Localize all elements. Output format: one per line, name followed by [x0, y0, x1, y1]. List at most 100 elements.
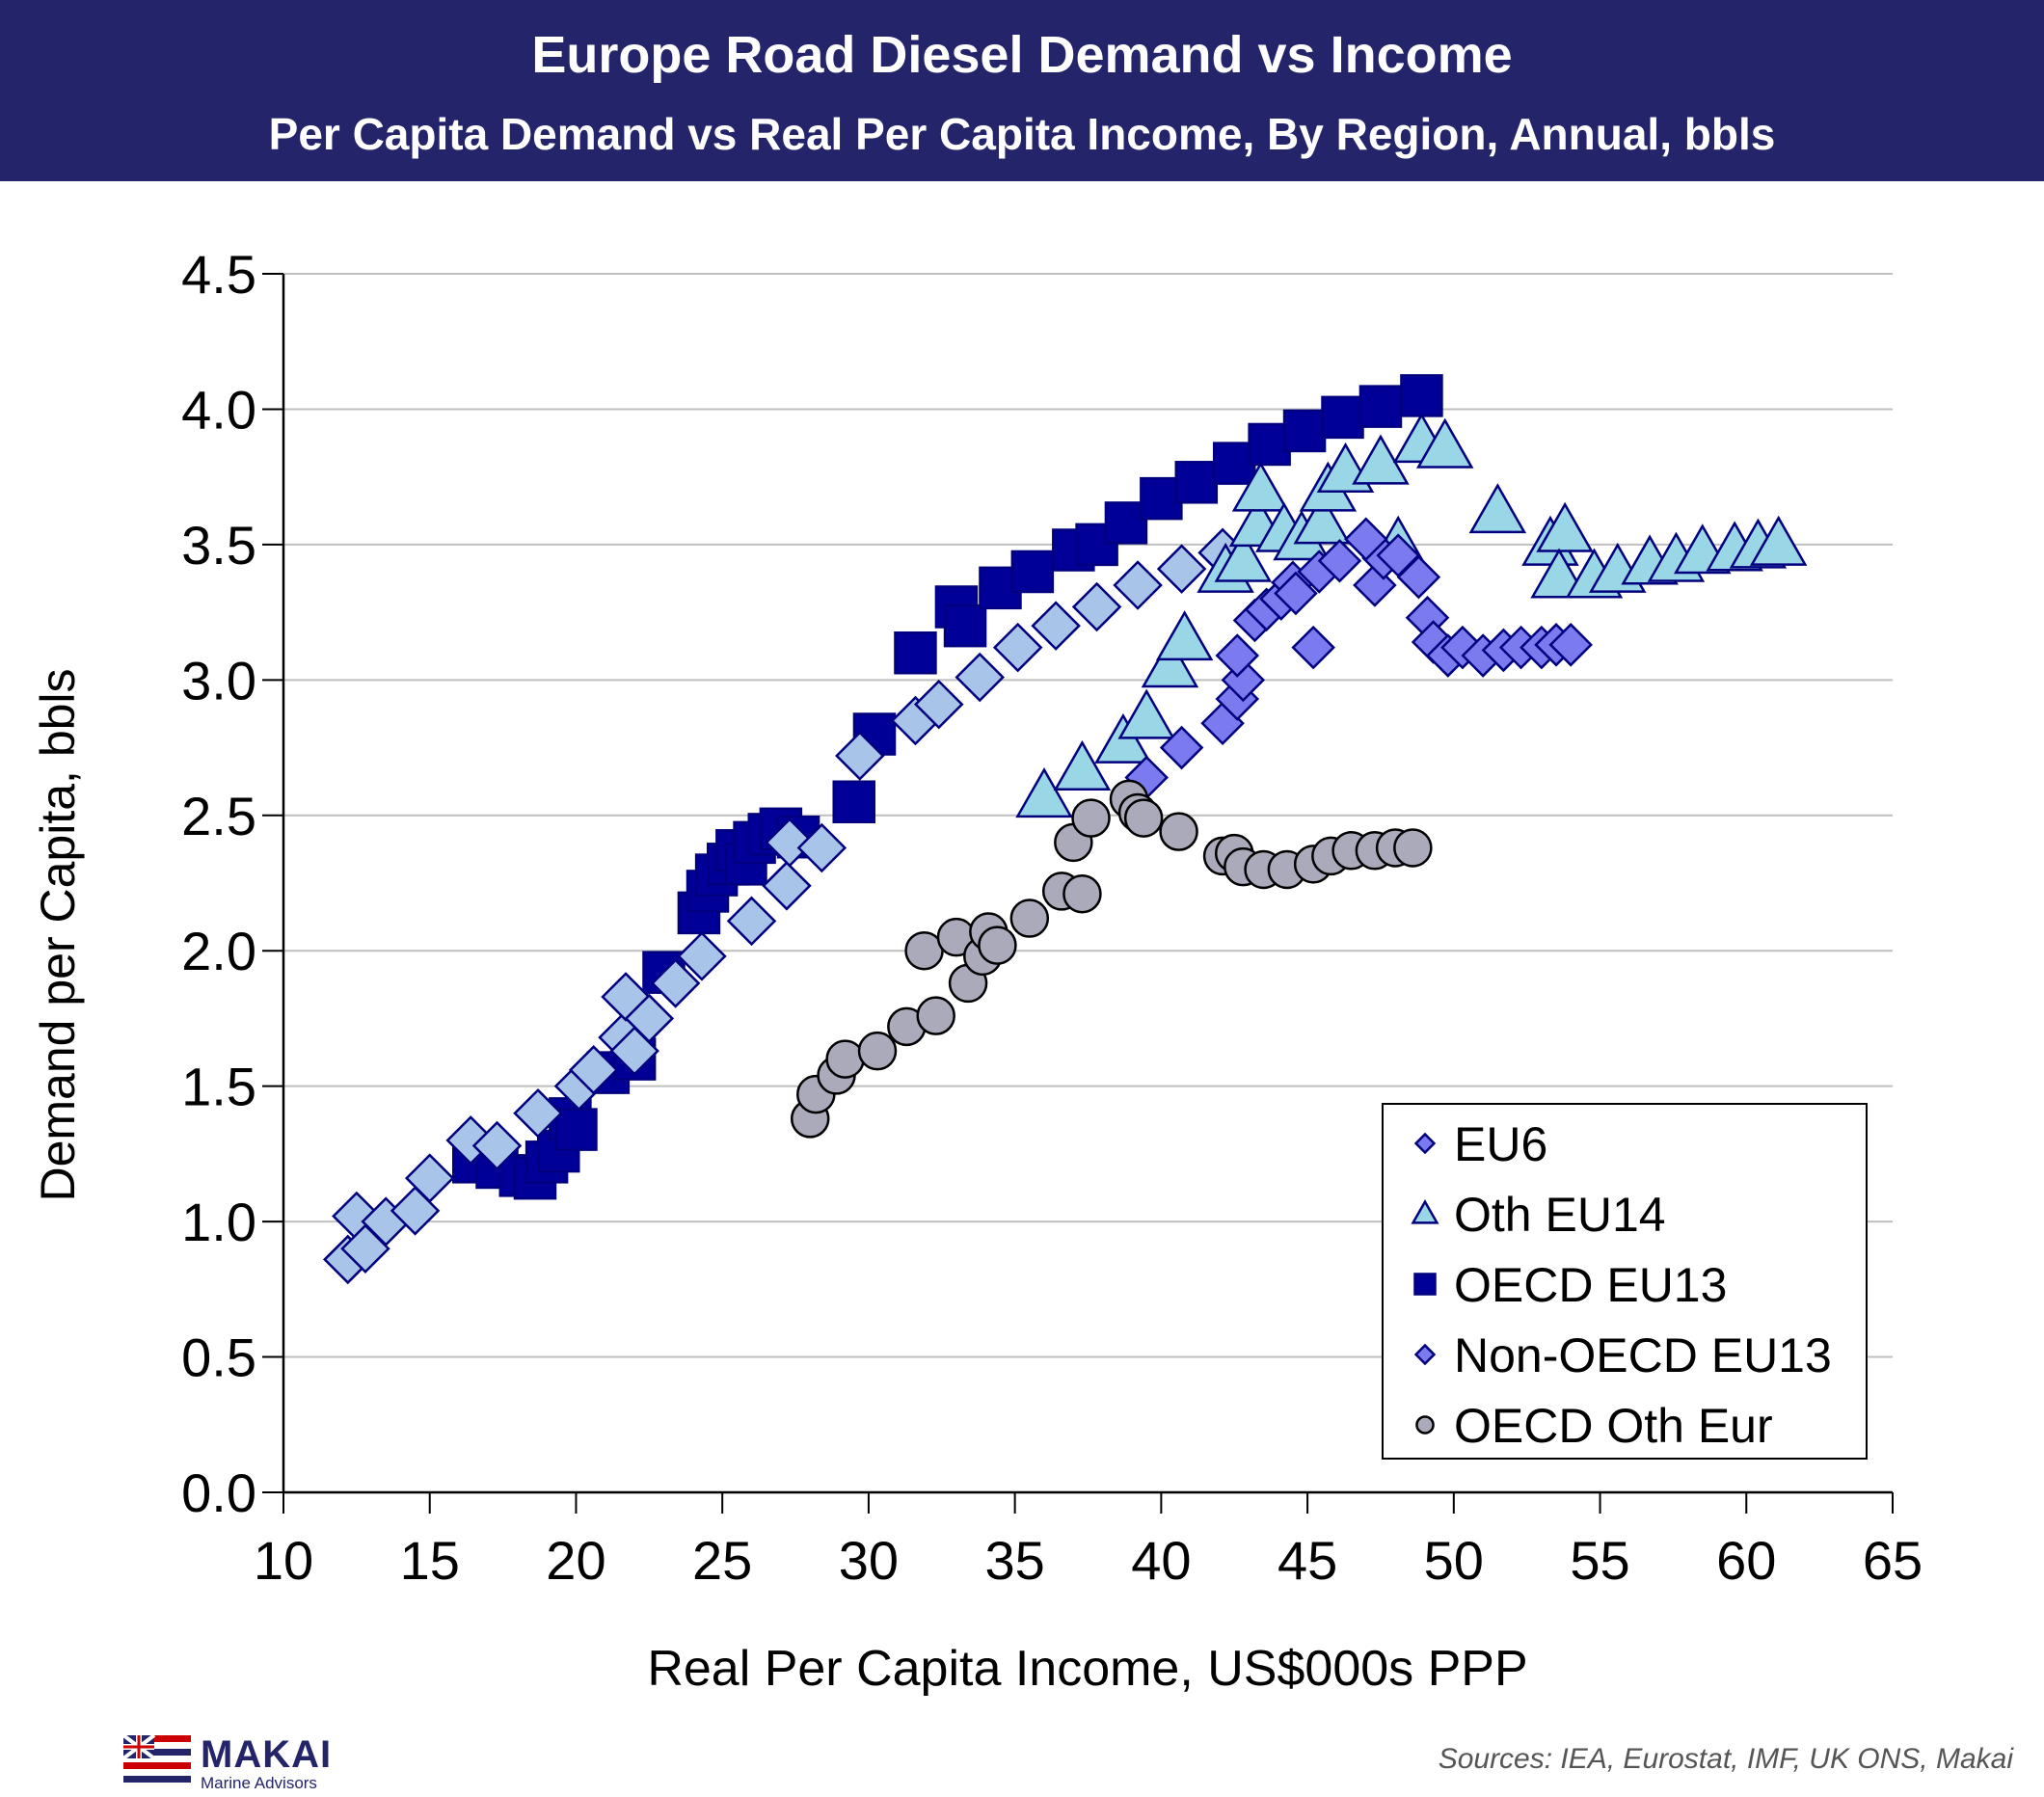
- data-point: [1156, 544, 1207, 594]
- x-tick-label: 35: [984, 1530, 1044, 1591]
- scatter-chart: 0.0 0.5 1.0 1.5 2.0 2.5 3.0 3.5 4.0 4.5 10 15 20 25 3…: [31, 244, 1923, 1697]
- data-point: [1376, 533, 1420, 577]
- data-point: [1071, 581, 1122, 632]
- makai-logo: MAKAI Marine Advisors: [123, 1733, 355, 1792]
- data-point: [1274, 571, 1318, 616]
- y-tick-label: 1.5: [181, 1057, 256, 1117]
- series-oecd-oth-eur: [790, 779, 1433, 1139]
- data-point: [1174, 461, 1219, 504]
- series-oth-eu14: [1015, 413, 1808, 818]
- data-point: [992, 622, 1043, 673]
- chart-subtitle: Per Capita Demand vs Real Per Capita Inc…: [268, 109, 1776, 159]
- data-point: [1009, 898, 1050, 938]
- logo-tagline: Marine Advisors: [201, 1774, 317, 1792]
- data-point: [825, 1039, 865, 1079]
- data-point: [1352, 434, 1410, 485]
- data-point: [1530, 548, 1588, 599]
- data-point: [1749, 515, 1808, 566]
- data-point: [1468, 483, 1527, 534]
- axes: [262, 273, 1894, 1514]
- data-point: [835, 731, 885, 781]
- data-point: [1031, 601, 1081, 651]
- x-axis-label: Real Per Capita Income, US$000s PPP: [647, 1641, 1527, 1697]
- data-points: [322, 374, 1808, 1285]
- data-point: [943, 603, 987, 648]
- data-point: [554, 1108, 598, 1151]
- flag-icon: [123, 1735, 191, 1784]
- x-tick-label: 45: [1278, 1530, 1337, 1591]
- y-tick-label: 4.5: [181, 244, 256, 305]
- logo-brand-name: MAKAI: [201, 1733, 333, 1776]
- chart-title: Europe Road Diesel Demand vs Income: [531, 26, 1513, 84]
- y-tick-label: 2.0: [181, 921, 256, 981]
- legend: EU6 Oth EU14 OECD EU13 Non-OECD EU13 OECD Ot…: [1382, 1103, 1868, 1460]
- legend-marker: [1413, 1132, 1437, 1155]
- data-point: [1548, 623, 1593, 667]
- data-point: [916, 996, 955, 1035]
- data-point: [624, 993, 675, 1044]
- legend-box: [1382, 1103, 1868, 1460]
- data-point: [726, 896, 777, 947]
- x-tick-label: 15: [400, 1530, 460, 1591]
- data-point: [1321, 395, 1364, 440]
- series-eu6: [1124, 517, 1593, 800]
- data-point: [1291, 625, 1335, 670]
- data-point: [1010, 550, 1055, 594]
- data-point: [650, 958, 701, 1008]
- data-point: [857, 1031, 898, 1071]
- data-point: [1113, 560, 1163, 610]
- legend-label: OECD EU13: [1454, 1258, 1727, 1312]
- data-point: [1212, 442, 1256, 485]
- data-point: [1062, 873, 1102, 914]
- legend-marker: [1411, 1199, 1439, 1224]
- data-point: [1231, 461, 1290, 512]
- y-tick-label: 4.0: [181, 379, 256, 440]
- data-point: [1155, 610, 1214, 661]
- legend-marker: [1413, 1273, 1437, 1296]
- data-point: [1053, 739, 1112, 791]
- data-point: [1317, 538, 1362, 583]
- data-point: [1117, 688, 1175, 739]
- y-axis-label: Demand per Capita, bbls: [31, 668, 85, 1201]
- x-tick-label: 20: [546, 1530, 605, 1591]
- x-tick-labels: 10 15 20 25 30 35 40 45 50 55 60 65: [254, 1530, 1923, 1591]
- y-tick-label: 3.5: [181, 515, 256, 576]
- legend-label: Oth EU14: [1454, 1188, 1666, 1242]
- data-point: [1159, 725, 1204, 770]
- x-tick-label: 55: [1570, 1530, 1629, 1591]
- data-point: [796, 822, 847, 873]
- x-tick-label: 50: [1424, 1530, 1484, 1591]
- x-tick-label: 30: [839, 1530, 899, 1591]
- data-point: [1415, 417, 1474, 469]
- y-tick-labels: 0.0 0.5 1.0 1.5 2.0 2.5 3.0 3.5 4.0 4.5: [181, 244, 256, 1523]
- x-tick-label: 10: [254, 1530, 313, 1591]
- sources-note: Sources: IEA, Eurostat, IMF, UK ONS, Mak…: [1438, 1743, 2013, 1775]
- y-tick-label: 0.5: [181, 1328, 256, 1388]
- data-point: [1015, 766, 1073, 818]
- legend-marker: [1413, 1343, 1437, 1366]
- data-point: [1344, 517, 1388, 562]
- y-tick-label: 2.5: [181, 786, 256, 846]
- data-point: [1214, 531, 1273, 582]
- data-point: [1400, 374, 1443, 417]
- y-tick-label: 3.0: [181, 650, 256, 711]
- data-point: [513, 1087, 563, 1139]
- data-point: [913, 679, 964, 730]
- y-tick-label: 1.0: [181, 1192, 256, 1252]
- data-point: [404, 1153, 455, 1203]
- data-point: [765, 818, 815, 868]
- y-tick-label: 0.0: [181, 1462, 256, 1523]
- data-point: [832, 780, 875, 823]
- data-point: [1393, 828, 1433, 868]
- data-point: [1536, 501, 1594, 552]
- chart-header: Europe Road Diesel Demand vs Income Per …: [0, 0, 2044, 181]
- data-point: [471, 1120, 523, 1171]
- data-point: [1358, 385, 1403, 428]
- data-point: [1215, 633, 1260, 678]
- legend-label: Non-OECD EU13: [1454, 1328, 1832, 1382]
- data-point: [1071, 798, 1111, 838]
- legend-marker: [1415, 1415, 1435, 1435]
- data-point: [762, 861, 812, 911]
- data-point: [568, 1045, 619, 1095]
- data-point: [1123, 798, 1164, 838]
